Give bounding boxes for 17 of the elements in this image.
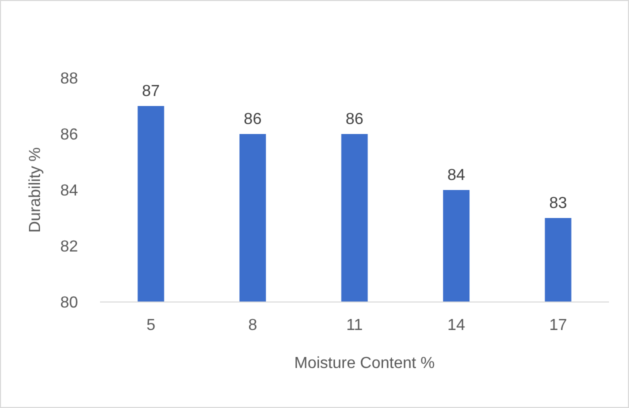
y-tick-label: 80	[60, 294, 78, 312]
x-tick-label: 5	[146, 317, 156, 334]
x-tick-label: 11	[346, 317, 363, 334]
x-tick-label: 14	[447, 317, 466, 334]
x-axis-title: Moisture Content %	[294, 355, 435, 372]
data-label: 83	[549, 195, 568, 212]
x-tick-label: 8	[248, 317, 258, 334]
x-tick-label: 17	[549, 317, 568, 334]
y-axis-title: Durability %	[27, 147, 44, 233]
data-label: 86	[244, 111, 262, 128]
y-tick-label: 84	[60, 182, 78, 200]
y-tick-label: 82	[60, 238, 78, 256]
data-label: 86	[346, 111, 364, 128]
data-label: 84	[447, 167, 466, 184]
data-label: 87	[142, 83, 160, 100]
y-tick-label: 88	[60, 70, 78, 88]
y-tick-label: 86	[60, 126, 78, 144]
